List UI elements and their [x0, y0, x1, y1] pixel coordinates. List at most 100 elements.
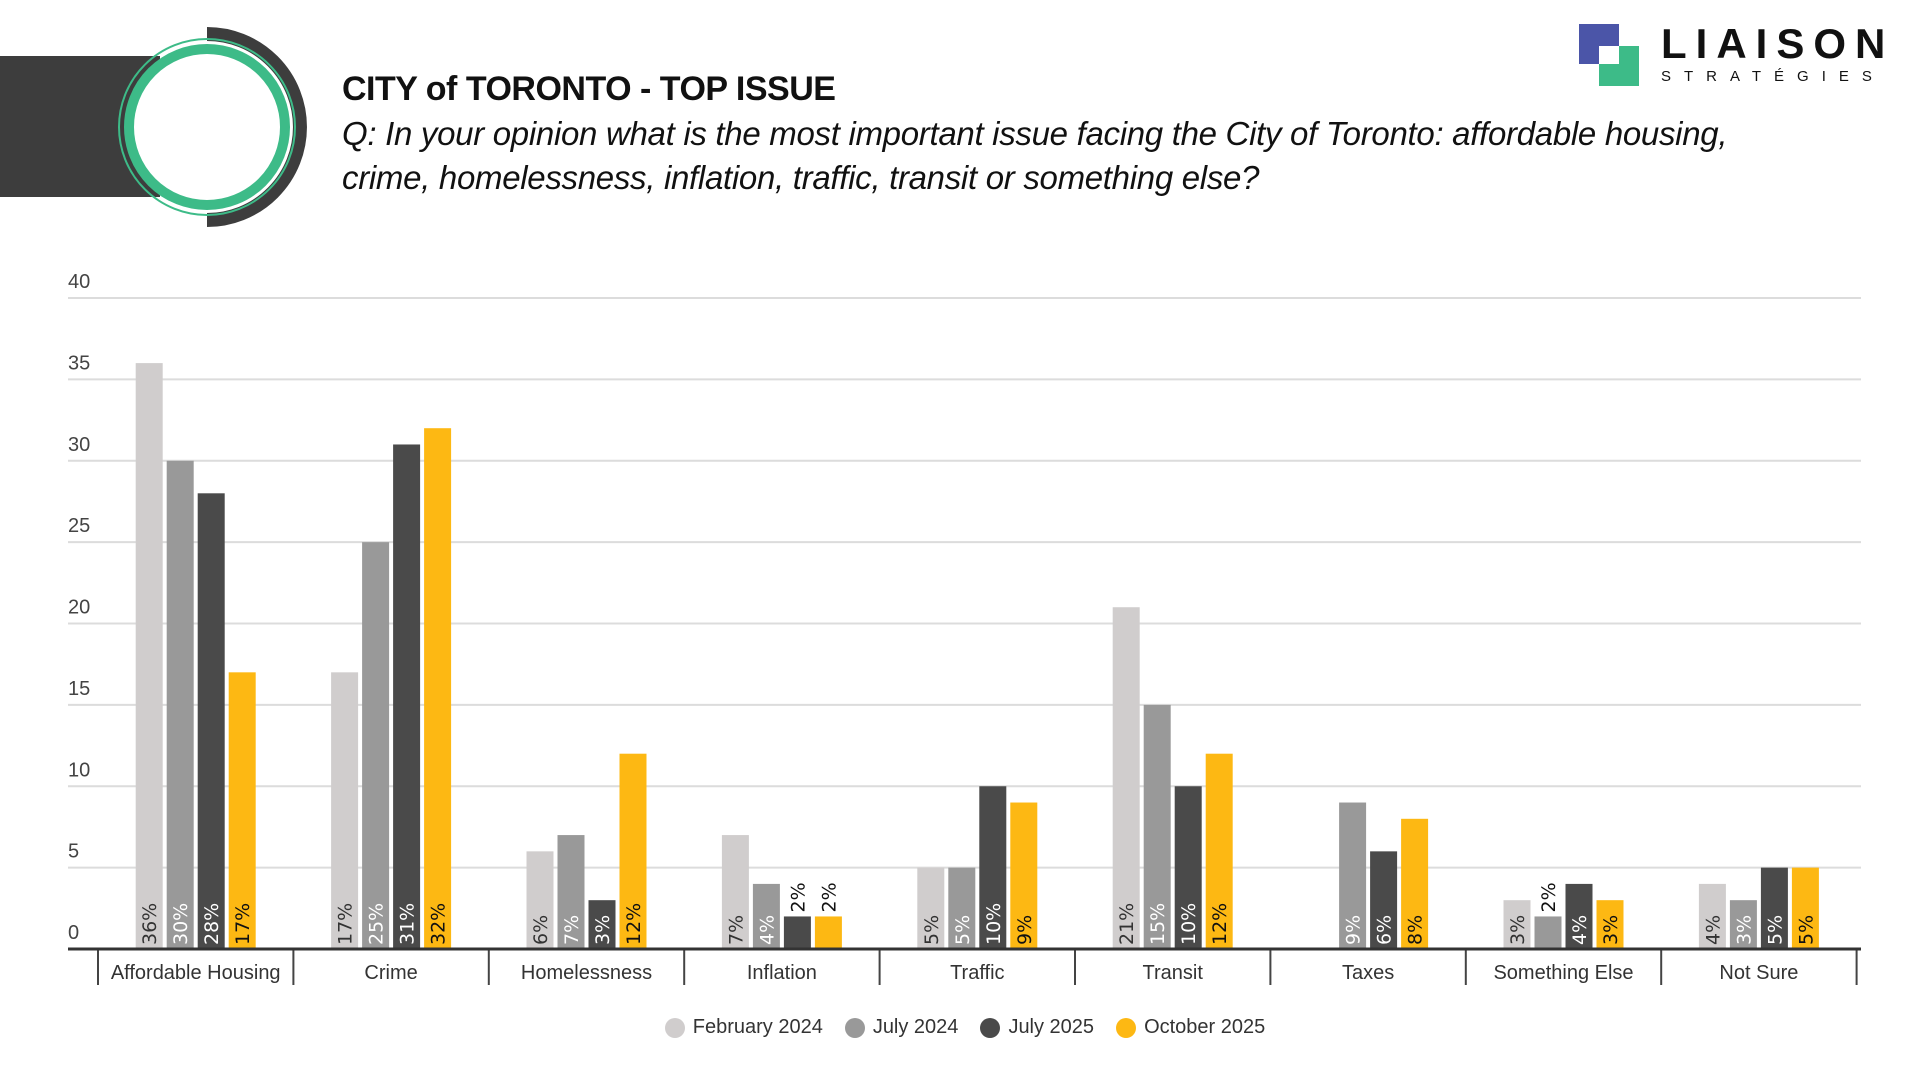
- emblem-green-ring: [124, 44, 290, 210]
- data-label: 9%: [1343, 915, 1365, 945]
- data-label: 12%: [623, 903, 645, 945]
- emblem-dark-arc: [206, 27, 307, 227]
- bar: [1401, 818, 1429, 949]
- data-label: 4%: [1569, 915, 1591, 945]
- bar: [424, 428, 452, 949]
- data-label: 6%: [1374, 915, 1396, 945]
- legend-item: July 2025: [980, 1016, 1094, 1039]
- legend-dot-icon: [844, 1017, 865, 1038]
- bar: [1112, 607, 1140, 949]
- legend-dot-icon: [1116, 1017, 1137, 1038]
- liaison-logo: LIAISON STRATÉGIES: [1579, 20, 1909, 90]
- bar: [619, 753, 647, 949]
- bar: [1143, 704, 1171, 949]
- y-tick-label: 15: [68, 678, 90, 700]
- logo-notch: [1599, 46, 1619, 64]
- legend-label: July 2024: [872, 1016, 959, 1038]
- data-label: 4%: [756, 915, 778, 945]
- bar: [393, 444, 421, 949]
- bar: [557, 835, 585, 949]
- bar: [1596, 900, 1624, 949]
- data-label: 4%: [1702, 915, 1724, 945]
- data-label: 3%: [592, 915, 614, 945]
- bar: [814, 916, 842, 949]
- bar: [783, 916, 811, 949]
- y-tick-label: 10: [68, 759, 90, 781]
- bar: [1791, 867, 1819, 949]
- page-title: CITY of TORONTO - TOP ISSUE: [342, 70, 836, 108]
- data-label: 25%: [366, 903, 388, 945]
- category-label: Traffic: [950, 962, 1004, 984]
- question-text: Q: In your opinion what is the most impo…: [342, 115, 1728, 196]
- data-label: 2%: [1538, 882, 1560, 912]
- bar: [1205, 753, 1233, 949]
- legend-item: July 2024: [844, 1016, 959, 1039]
- category-label: Transit: [1143, 962, 1204, 984]
- data-label: 5%: [1764, 915, 1786, 945]
- bar: [588, 900, 616, 949]
- bar: [197, 493, 225, 949]
- legend-item: February 2024: [664, 1016, 823, 1039]
- bar: [948, 867, 976, 949]
- legend-dot-icon: [664, 1017, 685, 1038]
- data-label: 5%: [1795, 915, 1817, 945]
- y-tick-label: 20: [68, 597, 90, 619]
- data-label: 31%: [397, 903, 419, 945]
- y-tick-label: 35: [68, 352, 90, 374]
- y-tick-label: 25: [68, 515, 90, 537]
- legend: February 2024 July 2024 July 2025 October 2…: [0, 1016, 1920, 1039]
- bar: [1174, 786, 1202, 949]
- bar: [1534, 916, 1562, 949]
- bar: [1729, 900, 1757, 949]
- bar: [1565, 883, 1593, 949]
- legend-dot-icon: [980, 1017, 1001, 1038]
- legend-label: February 2024: [692, 1016, 823, 1038]
- category-label: Homelessness: [521, 962, 652, 984]
- bar: [979, 786, 1007, 949]
- bar: [752, 883, 780, 949]
- bar: [1503, 900, 1531, 949]
- category-label: Affordable Housing: [111, 962, 281, 984]
- data-label: 28%: [201, 903, 223, 945]
- data-label: 3%: [1600, 915, 1622, 945]
- data-label: 10%: [983, 903, 1005, 945]
- data-label: 17%: [232, 903, 254, 945]
- category-label: Something Else: [1493, 962, 1633, 984]
- category-label: Crime: [364, 962, 417, 984]
- data-label: 3%: [1507, 915, 1529, 945]
- bar: [1370, 851, 1398, 949]
- bar: [166, 460, 194, 949]
- bar: [135, 363, 163, 950]
- emblem-thin-ring: [118, 38, 296, 216]
- legend-label: October 2025: [1144, 1016, 1266, 1038]
- data-label: 15%: [1147, 903, 1169, 945]
- category-label: Taxes: [1342, 962, 1394, 984]
- data-label: 21%: [1116, 903, 1138, 945]
- y-tick-label: 30: [68, 434, 90, 456]
- y-tick-label: 40: [68, 271, 90, 293]
- data-label: 8%: [1405, 915, 1427, 945]
- category-label: Inflation: [747, 962, 817, 984]
- bar: [721, 835, 749, 949]
- legend-item: October 2025: [1116, 1016, 1265, 1039]
- bar: [917, 867, 945, 949]
- bar: [1339, 802, 1367, 949]
- data-label: 36%: [139, 903, 161, 945]
- data-label: 12%: [1209, 903, 1231, 945]
- y-tick-label: 0: [68, 922, 79, 944]
- data-label: 9%: [1014, 915, 1036, 945]
- data-label: 2%: [787, 882, 809, 912]
- bar: [1760, 867, 1788, 949]
- logo-sub: STRATÉGIES: [1661, 68, 1885, 85]
- data-label: 10%: [1178, 903, 1200, 945]
- bar: [526, 851, 554, 949]
- data-label: 17%: [335, 903, 357, 945]
- bar: [1010, 802, 1038, 949]
- bar: [1698, 883, 1726, 949]
- data-label: 3%: [1733, 915, 1755, 945]
- bar: [331, 672, 359, 949]
- data-label: 2%: [818, 882, 840, 912]
- category-label: Not Sure: [1719, 962, 1798, 984]
